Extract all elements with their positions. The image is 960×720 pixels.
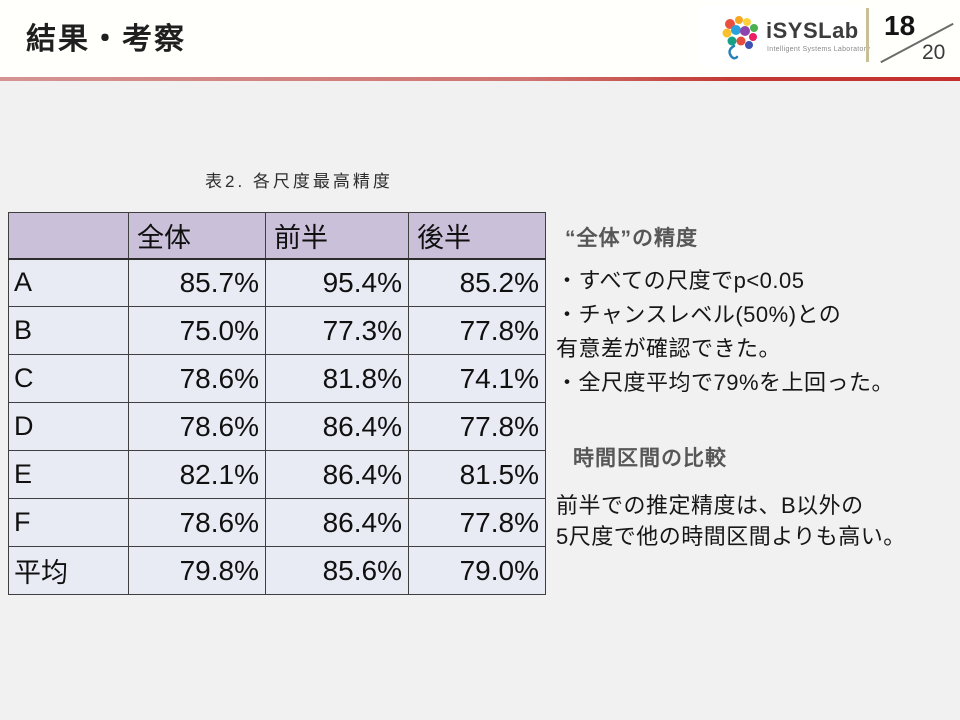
logo-subtitle: Intelligent Systems Laboratory <box>767 46 871 53</box>
table-row: E 82.1% 86.4% 81.5% <box>8 450 546 499</box>
cell-value: 74.1% <box>408 354 546 403</box>
cell-value: 85.2% <box>408 258 546 307</box>
cell-value: 86.4% <box>265 450 409 499</box>
table-row: B 75.0% 77.3% 77.8% <box>8 306 546 355</box>
note-line: 有意差が確認できた。 <box>556 336 782 361</box>
notes-column: “全体”の精度 ・すべての尺度でp<0.05 ・チャンスレベル(50%)との 有… <box>556 222 960 552</box>
cell-value: 82.1% <box>128 450 266 499</box>
note-line: 前半での推定精度は、B以外の <box>556 493 864 518</box>
note-line: 5尺度で他の時間区間よりも高い。 <box>556 524 906 549</box>
note-line: ・すべての尺度でp<0.05 <box>556 268 805 293</box>
cell-value: 79.0% <box>408 546 546 595</box>
cell-value: 78.6% <box>128 402 266 451</box>
table-corner-cell <box>8 212 129 260</box>
page-title: 結果・考察 <box>26 23 186 56</box>
notes-heading-overall-accuracy: “全体”の精度 <box>565 227 698 250</box>
row-label: D <box>8 402 129 451</box>
page-number-total: 20 <box>922 41 946 64</box>
table-row: F 78.6% 86.4% 77.8% <box>8 498 546 547</box>
row-label: 平均 <box>8 546 129 595</box>
row-label: F <box>8 498 129 547</box>
accent-line <box>0 77 960 81</box>
notes-heading-time-interval: 時間区間の比較 <box>573 447 727 470</box>
row-label: A <box>8 258 129 307</box>
slide-header: 結果・考察 iSYSLab Intelligent Systems Labora… <box>0 0 960 77</box>
note-line: ・全尺度平均で79%を上回った。 <box>556 370 895 395</box>
cell-value: 95.4% <box>265 258 409 307</box>
cell-value: 77.3% <box>265 306 409 355</box>
cell-value: 81.5% <box>408 450 546 499</box>
header-divider <box>866 8 869 62</box>
row-label: B <box>8 306 129 355</box>
table-row: C 78.6% 81.8% 74.1% <box>8 354 546 403</box>
table-header-overall: 全体 <box>128 212 266 260</box>
table-header-secondhalf: 後半 <box>408 212 546 260</box>
table-header-firsthalf: 前半 <box>265 212 409 260</box>
cell-value: 78.6% <box>128 498 266 547</box>
cell-value: 81.8% <box>265 354 409 403</box>
cell-value: 86.4% <box>265 498 409 547</box>
table-row: D 78.6% 86.4% 77.8% <box>8 402 546 451</box>
cell-value: 75.0% <box>128 306 266 355</box>
cell-value: 86.4% <box>265 402 409 451</box>
note-line: ・チャンスレベル(50%)との <box>556 302 842 327</box>
cell-value: 77.8% <box>408 306 546 355</box>
table-caption: 表2. 各尺度最高精度 <box>205 172 393 191</box>
cell-value: 78.6% <box>128 354 266 403</box>
cell-value: 85.6% <box>265 546 409 595</box>
page-number-current: 18 <box>884 10 916 41</box>
table-row: A 85.7% 95.4% 85.2% <box>8 258 546 307</box>
table-row-average: 平均 79.8% 85.6% 79.0% <box>8 546 546 595</box>
row-label: E <box>8 450 129 499</box>
accuracy-table: 全体 前半 後半 A 85.7% 95.4% 85.2% B 75.0% 77.… <box>8 212 546 595</box>
row-label: C <box>8 354 129 403</box>
cell-value: 79.8% <box>128 546 266 595</box>
table-header-row: 全体 前半 後半 <box>8 212 546 260</box>
brain-circles-icon <box>722 16 758 60</box>
cell-value: 77.8% <box>408 498 546 547</box>
isyslab-logo: iSYSLab Intelligent Systems Laboratory <box>700 6 870 68</box>
logo-name: iSYSLab <box>766 18 859 43</box>
cell-value: 85.7% <box>128 258 266 307</box>
cell-value: 77.8% <box>408 402 546 451</box>
